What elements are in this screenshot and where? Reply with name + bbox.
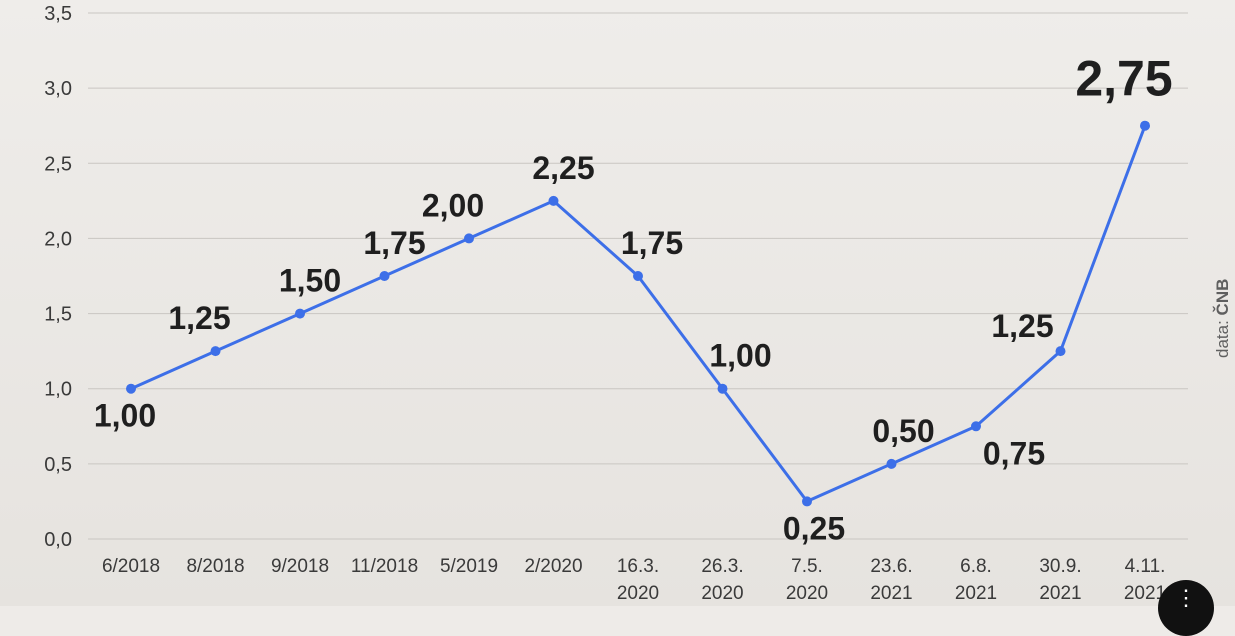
x-tick-label: 26.3. 2020 [701,556,743,604]
data-point [210,346,221,357]
data-point [886,458,897,469]
x-tick-label: 4.11. 2021 [1124,556,1166,604]
x-tick-label: 6.8. 2021 [955,556,997,604]
y-tick-label: 2,5 [44,153,72,175]
source-credit: data: ČNB [1213,279,1232,358]
y-axis: 0,0 0,5 1,0 1,5 2,0 2,5 3,0 3,5 [44,3,72,551]
grid [88,12,1188,540]
data-label: 0,75 [983,435,1045,471]
data-label: 1,75 [621,225,683,261]
x-tick-label: 5/2019 [440,556,498,577]
data-label: 2,00 [422,187,484,223]
data-point [295,308,305,319]
more-icon: ⋮ [1175,585,1197,610]
data-label: 1,00 [94,398,156,434]
x-tick-label: 6/2018 [102,556,160,577]
data-points [126,120,1150,507]
x-tick-label: 2/2020 [524,556,582,577]
x-tick-label: 23.6. 2021 [870,556,912,604]
y-tick-label: 0,5 [44,454,72,476]
data-point [971,421,981,432]
data-point [464,233,474,244]
y-tick-label: 3,0 [44,78,72,100]
x-tick-label: 8/2018 [186,556,244,577]
data-point [126,383,136,394]
data-label: 1,25 [168,300,230,336]
data-point [633,271,643,281]
y-tick-label: 0,0 [44,529,72,551]
x-tick-label: 11/2018 [351,556,418,577]
data-label: 0,50 [872,413,934,449]
data-label: 0,25 [783,510,845,546]
more-options-button[interactable]: ⋮ [1158,580,1214,636]
y-tick-label: 1,0 [44,379,72,401]
data-labels: 1,001,251,501,752,002,251,751,000,250,50… [94,51,1173,547]
y-tick-label: 2,0 [44,228,72,250]
data-point [379,271,390,281]
line-chart: 0,0 0,5 1,0 1,5 2,0 2,5 3,0 3,5 6/2018 8/2018 9/2… [44,3,1232,604]
data-label: 1,25 [991,308,1053,344]
data-point [1140,120,1150,131]
y-tick-label: 3,5 [44,3,72,25]
data-point [1055,346,1066,357]
y-tick-label: 1,5 [44,304,72,326]
data-label: 2,25 [532,150,594,186]
data-label: 2,75 [1075,51,1172,107]
x-tick-label: 30.9. 2021 [1039,556,1081,604]
data-point [802,496,812,507]
data-label: 1,75 [363,225,425,261]
x-tick-label: 7.5. 2020 [786,556,828,604]
data-label: 1,00 [709,338,771,374]
x-tick-label: 9/2018 [271,556,329,577]
data-point [548,195,559,206]
data-label: 1,50 [279,263,341,299]
x-axis: 6/2018 8/2018 9/2018 11/2018 5/2019 2/2020 16.… [102,556,1166,604]
data-point [717,383,728,394]
x-tick-label: 16.3. 2020 [617,556,659,604]
